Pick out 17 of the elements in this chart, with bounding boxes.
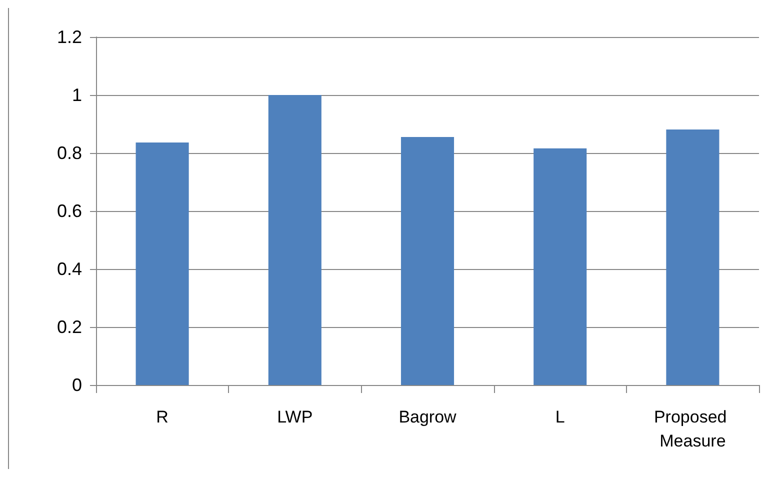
bar <box>534 148 587 385</box>
y-tick-label: 0.6 <box>56 201 82 221</box>
x-tick-label: LWP <box>277 408 313 426</box>
x-tick-label: Proposed Measure <box>654 408 732 450</box>
y-tick-label: 1 <box>72 85 82 105</box>
y-tick-label: 0.2 <box>56 317 82 337</box>
y-tick-label: 0 <box>72 375 82 395</box>
bar <box>268 95 322 385</box>
y-tick-label: 1.2 <box>56 27 82 47</box>
x-tick-label: L <box>555 408 565 426</box>
bar <box>400 137 454 385</box>
bar <box>136 142 189 385</box>
x-tick-label: R <box>156 408 168 426</box>
bar <box>666 130 720 385</box>
y-tick-label: 0.4 <box>56 259 82 279</box>
x-tick-label: Bagrow <box>398 408 458 426</box>
y-tick-label: 0.8 <box>56 143 82 163</box>
